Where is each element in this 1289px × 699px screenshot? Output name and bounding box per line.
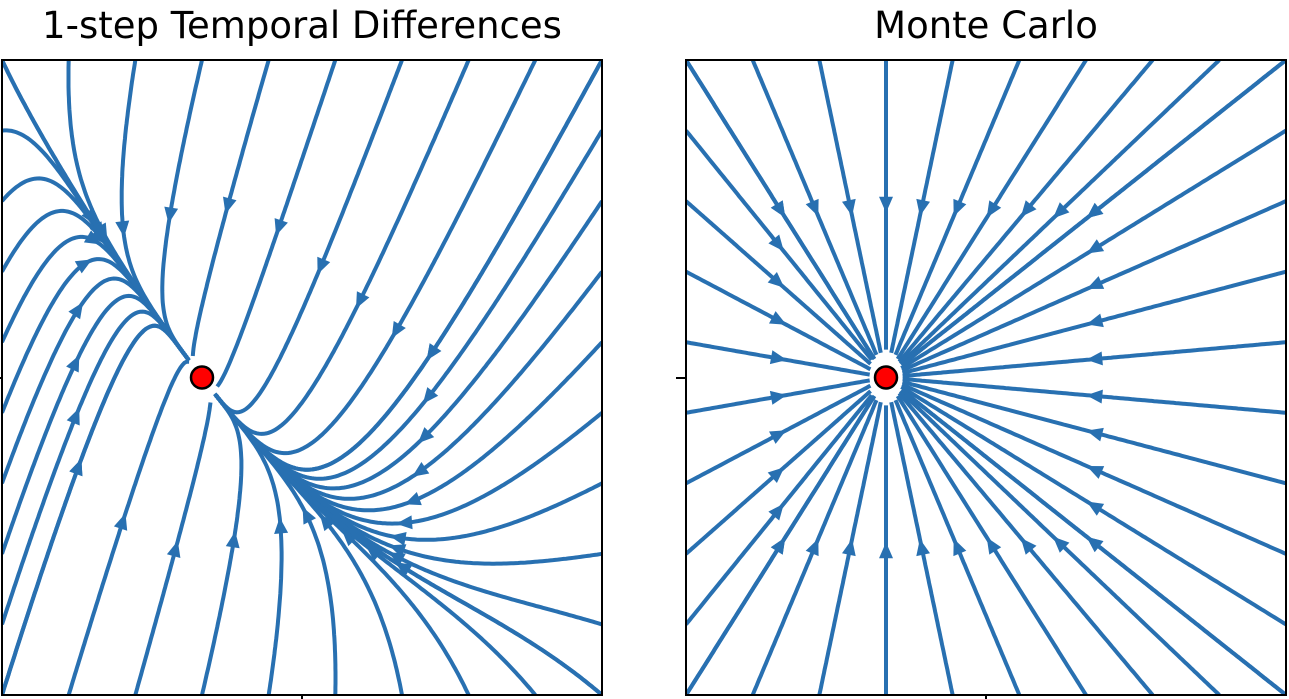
streamline-arrow xyxy=(115,220,130,238)
streamline-arrow xyxy=(1053,202,1070,219)
streamline xyxy=(2,323,191,695)
streamline-arrow xyxy=(389,544,407,558)
streamline-arrow xyxy=(395,562,413,577)
axes-frame-mc xyxy=(685,59,1287,696)
streamline-arrow xyxy=(317,256,331,275)
streamline-arrow xyxy=(1086,466,1105,479)
streamline-arrow xyxy=(422,387,439,404)
streamline-arrow xyxy=(391,321,406,339)
streamline-arrow xyxy=(986,537,1002,555)
streamline xyxy=(2,276,190,484)
streamline xyxy=(2,257,190,414)
streamline-arrow xyxy=(319,514,336,532)
streamline-arrow xyxy=(1086,239,1105,254)
streamline-arrow xyxy=(767,467,785,483)
streamline-arrow xyxy=(74,259,93,274)
streamlines-mc xyxy=(686,60,1286,695)
streamline-arrow xyxy=(1086,501,1105,516)
streamline xyxy=(2,234,190,360)
streamline-arrow xyxy=(356,291,370,309)
streamline-arrow xyxy=(842,198,856,216)
streamline-arrow xyxy=(769,430,787,444)
streamline-arrow xyxy=(769,390,787,405)
streamline-arrow xyxy=(66,355,80,373)
streamlines-td xyxy=(2,60,602,695)
streamline xyxy=(2,60,191,362)
streamline-arrow xyxy=(389,532,407,546)
streamline xyxy=(66,359,190,695)
streamline-arrow xyxy=(986,200,1002,218)
chart-title-mc: Monte Carlo xyxy=(874,4,1098,47)
streamline-arrow xyxy=(166,540,181,558)
streamline xyxy=(2,60,191,362)
fixed-point-td xyxy=(189,365,215,390)
streamline-arrow xyxy=(68,302,84,320)
streamline-arrow xyxy=(164,206,179,224)
streamline xyxy=(213,60,538,456)
streamline-arrow xyxy=(879,196,893,213)
streamline-arrow xyxy=(1086,313,1104,328)
streamline-arrow xyxy=(916,539,930,557)
streamline-arrow xyxy=(274,517,289,534)
streamline-arrow xyxy=(768,503,784,521)
streamline-arrow xyxy=(1053,536,1070,553)
fixed-point-mc xyxy=(873,365,899,390)
streamline xyxy=(213,60,602,472)
streamline xyxy=(214,60,404,415)
panel-mc: Monte Carlo xyxy=(676,4,1287,699)
streamline xyxy=(2,176,190,361)
streamline-arrow xyxy=(412,462,430,477)
streamline-arrow xyxy=(953,198,967,217)
streamline-arrow xyxy=(341,530,359,547)
streamline-arrow xyxy=(225,531,240,549)
streamline-arrow xyxy=(805,538,819,557)
streamline-arrow xyxy=(769,311,787,325)
streamline-arrow xyxy=(66,408,80,426)
streamline-arrow xyxy=(1086,276,1105,289)
streamline-arrow xyxy=(769,350,787,365)
streamline-arrow xyxy=(69,458,83,477)
streamline-arrow xyxy=(1020,538,1037,555)
streamline-arrow xyxy=(426,343,442,361)
streamline xyxy=(2,309,190,626)
streamline xyxy=(190,60,271,357)
streamline-arrow xyxy=(770,200,786,218)
streamline-arrow xyxy=(1086,351,1103,366)
streamline-arrow xyxy=(396,515,413,530)
streamline-arrow xyxy=(953,538,967,557)
streamline-arrow xyxy=(768,234,784,252)
streamline-arrow xyxy=(767,272,785,288)
streamline-arrow xyxy=(223,196,237,214)
streamline xyxy=(213,60,602,472)
panel-td: 1-step Temporal Differences xyxy=(0,4,603,699)
streamline-arrow xyxy=(417,427,435,444)
chart-title-td: 1-step Temporal Differences xyxy=(42,4,562,47)
streamline-arrow xyxy=(113,513,128,531)
streamline-arrow xyxy=(1086,427,1104,442)
streamline-arrow xyxy=(805,198,819,217)
streamline-arrow xyxy=(770,537,786,555)
streamline-arrow xyxy=(1086,536,1104,553)
streamline xyxy=(214,394,284,695)
streamline-arrow xyxy=(274,218,288,236)
streamline-arrow xyxy=(1020,200,1037,217)
streamline-arrow xyxy=(404,492,422,506)
streamline-arrow xyxy=(842,539,856,557)
streamline-arrow xyxy=(1086,202,1104,219)
streamline-arrow xyxy=(916,198,930,216)
streamline-arrow xyxy=(302,507,316,525)
streamline-arrow xyxy=(879,542,893,559)
streamline-arrow xyxy=(81,208,97,226)
streamline-arrow xyxy=(1086,389,1103,404)
streamline xyxy=(2,323,191,695)
